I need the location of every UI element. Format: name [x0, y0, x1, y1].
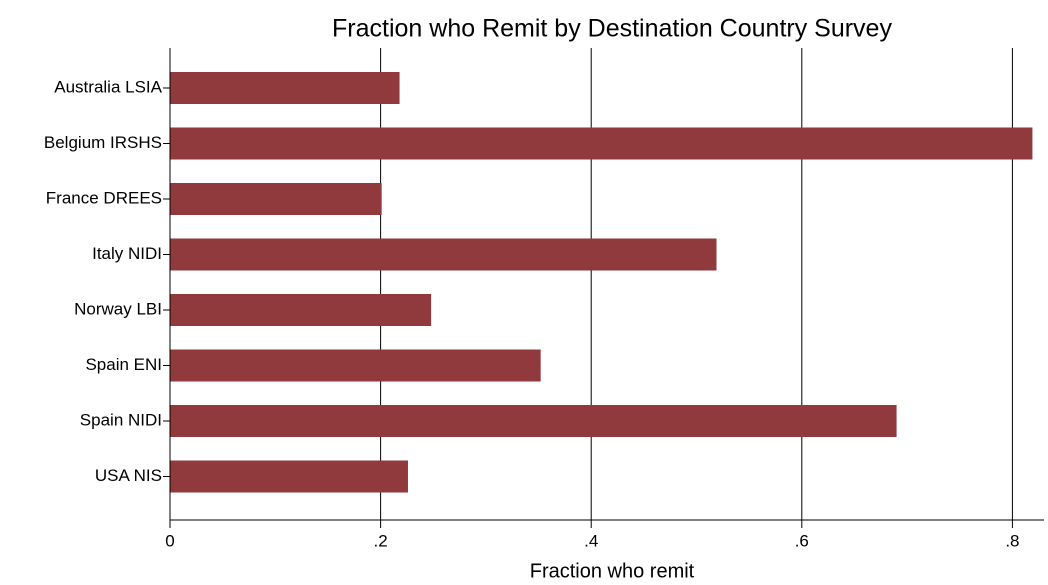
y-tick-label: Spain NIDI	[80, 410, 162, 429]
x-tick-label: 0	[165, 531, 174, 550]
bar	[170, 72, 400, 104]
bar	[170, 349, 541, 382]
bar	[170, 294, 432, 326]
bar	[170, 127, 1033, 160]
y-tick-label: France DREES	[46, 188, 162, 207]
y-tick-label: Norway LBI	[74, 299, 162, 318]
bar	[170, 183, 382, 215]
x-tick-label: .8	[1005, 531, 1019, 550]
bar	[170, 405, 897, 437]
bar	[170, 460, 408, 493]
x-tick-label: .6	[795, 531, 809, 550]
y-tick-label: Italy NIDI	[92, 244, 162, 263]
y-tick-label: Spain ENI	[85, 355, 162, 374]
chart-title: Fraction who Remit by Destination Countr…	[332, 15, 892, 43]
x-tick-label: .2	[374, 531, 388, 550]
y-tick-label: Belgium IRSHS	[44, 133, 162, 152]
y-tick-label: Australia LSIA	[54, 77, 162, 96]
y-tick-label: USA NIS	[95, 466, 162, 485]
x-axis-label: Fraction who remit	[530, 560, 695, 582]
bar	[170, 238, 717, 271]
x-tick-label: .4	[584, 531, 598, 550]
